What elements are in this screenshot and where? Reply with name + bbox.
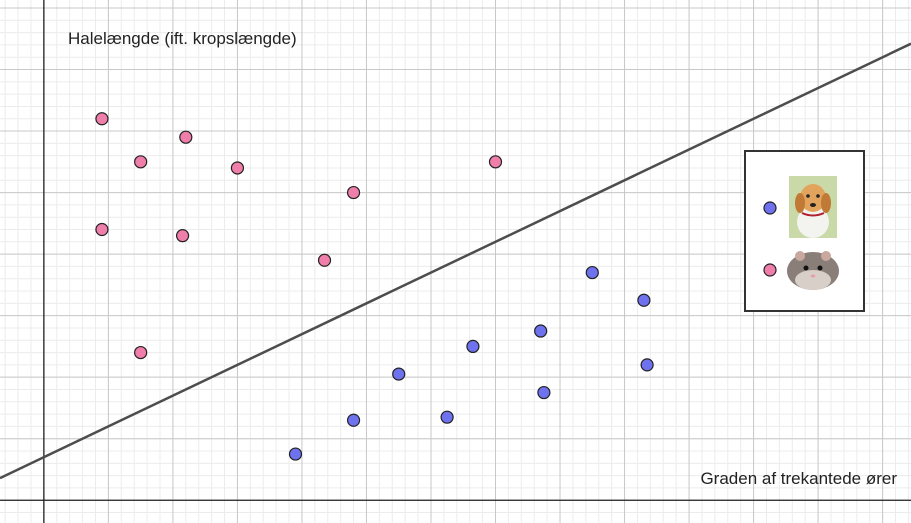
point <box>135 347 147 359</box>
point <box>467 340 479 352</box>
legend-swatch <box>764 202 776 214</box>
point <box>96 224 108 236</box>
point <box>641 359 653 371</box>
point <box>393 368 405 380</box>
dog-image <box>789 176 837 238</box>
point <box>319 254 331 266</box>
point <box>135 156 147 168</box>
point <box>177 230 189 242</box>
legend <box>745 151 864 311</box>
point <box>348 414 360 426</box>
chart: Halelængde (ift. kropslængde) Graden af … <box>0 0 911 523</box>
x-axis-label: Graden af trekantede ører <box>700 469 897 488</box>
point <box>348 187 360 199</box>
y-axis-label: Halelængde (ift. kropslængde) <box>68 29 297 48</box>
point <box>441 411 453 423</box>
point <box>231 162 243 174</box>
point <box>490 156 502 168</box>
point <box>586 267 598 279</box>
point <box>180 131 192 143</box>
point <box>538 387 550 399</box>
point <box>289 448 301 460</box>
legend-swatch <box>764 264 776 276</box>
point <box>96 113 108 125</box>
point <box>535 325 547 337</box>
point <box>638 294 650 306</box>
